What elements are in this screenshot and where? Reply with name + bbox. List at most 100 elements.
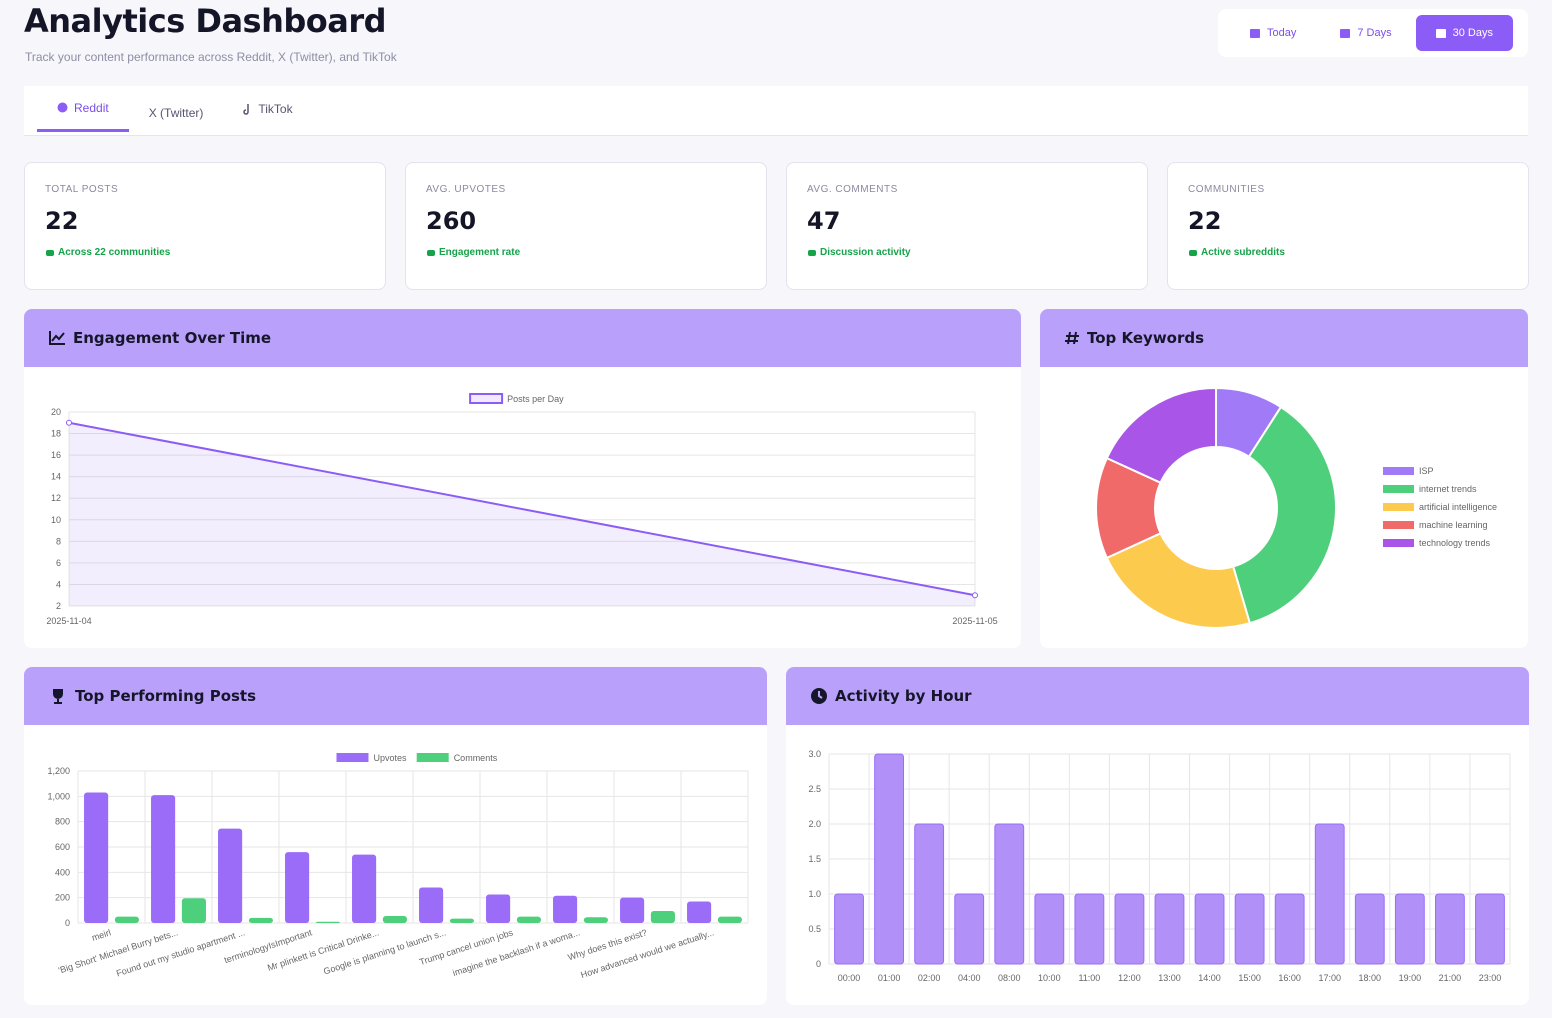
- bar: [620, 897, 645, 923]
- legend-swatch: [469, 393, 504, 404]
- slice: [1231, 405, 1337, 625]
- bar: [994, 823, 1025, 965]
- stat-card: TOTAL POSTS 22 Across 22 communities: [24, 162, 386, 290]
- chart: 0 0.5 1.0 1.5 2.0 2.5 3.0 00:00 01:00 02:00 04:00 0…: [808, 749, 1511, 983]
- bar: [181, 898, 206, 923]
- y-tick-label: 1.0: [808, 889, 821, 899]
- x-tick-label: 04:00: [958, 973, 981, 983]
- chart-card: Top Keywords ISP internet trends artificial…: [1040, 309, 1528, 648]
- bar: [114, 916, 139, 923]
- x-tick-label: 19:00: [1399, 973, 1422, 983]
- bar: [1074, 893, 1105, 965]
- range-button[interactable]: 30 Days: [1415, 15, 1513, 51]
- legend-swatch: [1383, 485, 1414, 493]
- y-tick-label: 20: [51, 407, 61, 417]
- y-tick-label: 6: [56, 558, 61, 568]
- bar: [151, 795, 176, 923]
- point: [972, 592, 978, 599]
- bar: [84, 792, 109, 923]
- range-label: Today: [1267, 27, 1297, 39]
- range-button[interactable]: Today: [1230, 15, 1316, 51]
- card-title: Top Performing Posts: [75, 687, 257, 705]
- calendar-icon: [1340, 29, 1351, 38]
- bar: [1434, 893, 1465, 965]
- stat-note-row: Engagement rate: [426, 247, 746, 258]
- legend-label: Posts per Day: [507, 394, 564, 404]
- x-tick-label: Google is planning to launch s...: [322, 927, 447, 976]
- stat-note: Across 22 communities: [58, 247, 171, 258]
- y-tick-label: 2.5: [808, 784, 821, 794]
- line: [68, 421, 976, 597]
- y-tick-label: 0: [65, 918, 70, 928]
- trophy-icon: [53, 688, 63, 704]
- card-header: Activity by Hour: [786, 667, 1529, 725]
- card-header: Top Performing Posts: [24, 667, 767, 725]
- range-button[interactable]: 7 Days: [1320, 15, 1411, 51]
- bar: [874, 753, 905, 965]
- legend-swatch: [336, 753, 369, 762]
- reddit-icon: [57, 102, 68, 113]
- calendar-icon: [1250, 29, 1260, 38]
- y-tick-label: 600: [55, 842, 70, 852]
- y-tick-label: 3.0: [808, 749, 821, 759]
- card-header: Top Keywords: [1040, 309, 1528, 367]
- x-tick-label: 2025-11-05: [952, 616, 997, 626]
- x-tick-label: 00:00: [838, 973, 861, 983]
- card-header: Engagement Over Time: [24, 309, 1021, 367]
- bar: [1394, 893, 1425, 965]
- legend-label: ISP: [1419, 466, 1434, 476]
- stat-card: AVG. UPVOTES 260 Engagement rate: [405, 162, 767, 290]
- tab[interactable]: Reddit: [37, 86, 129, 132]
- tab[interactable]: TikTok: [223, 86, 312, 132]
- chart-card: Engagement Over Time 2 4 6 8 10 12 14 16 18 20 2025…: [24, 309, 1021, 648]
- card-title: Top Keywords: [1087, 329, 1205, 347]
- stat-note-row: Discussion activity: [807, 247, 1127, 258]
- bar: [516, 916, 541, 923]
- stat-note: Engagement rate: [439, 247, 521, 258]
- x-tick-label: Found out my studio apartment ...: [115, 927, 246, 978]
- bar: [218, 828, 243, 923]
- bar: [419, 887, 444, 923]
- y-tick-label: 0.5: [808, 924, 821, 934]
- stat-label: AVG. UPVOTES: [426, 184, 506, 195]
- bar: [248, 917, 273, 923]
- range-label: 30 Days: [1452, 27, 1493, 39]
- stat-value: 47: [807, 207, 841, 235]
- stat-icon: [808, 250, 816, 256]
- tab-label: Reddit: [74, 100, 109, 115]
- x-tick-label: 14:00: [1198, 973, 1221, 983]
- x-tick-label: 16:00: [1278, 973, 1301, 983]
- y-tick-label: 4: [56, 579, 61, 589]
- page-title: Analytics Dashboard: [24, 2, 387, 40]
- range-label: 7 Days: [1357, 27, 1392, 39]
- tab-label: X (Twitter): [148, 106, 204, 120]
- chart-card: Activity by Hour 0 0.5 1.0 1.5 2.0 2.5 3.0 00:00…: [786, 667, 1529, 1005]
- bar: [1034, 893, 1065, 965]
- y-tick-label: 1,200: [47, 766, 70, 776]
- stat-value: 260: [426, 207, 477, 235]
- y-tick-label: 0: [816, 959, 821, 969]
- tab[interactable]: X (Twitter): [129, 86, 224, 132]
- x-tick-label: 17:00: [1318, 973, 1341, 983]
- calendar-icon: [1435, 29, 1446, 38]
- y-tick-label: 16: [51, 450, 61, 460]
- x-tick-label: 18:00: [1359, 973, 1382, 983]
- x-tick-label: 23:00: [1479, 973, 1502, 983]
- bar: [1354, 893, 1385, 965]
- chart: 2 4 6 8 10 12 14 16 18 20 2025-11-04 2025-11-05 Post…: [46, 393, 998, 626]
- bar: [687, 901, 712, 923]
- area: [69, 422, 975, 606]
- y-tick-label: 400: [55, 867, 70, 877]
- y-tick-label: 800: [55, 817, 70, 827]
- legend-label: Comments: [454, 753, 498, 763]
- bar: [553, 895, 578, 923]
- x-tick-label: 02:00: [918, 973, 941, 983]
- bar: [834, 893, 864, 965]
- y-tick-label: 1,000: [47, 791, 70, 801]
- stat-value: 22: [1188, 207, 1222, 235]
- bar: [717, 916, 742, 923]
- stat-icon: [1189, 250, 1197, 256]
- clock-icon: [811, 688, 827, 704]
- point: [66, 419, 72, 426]
- x-tick-label: 21:00: [1439, 973, 1462, 983]
